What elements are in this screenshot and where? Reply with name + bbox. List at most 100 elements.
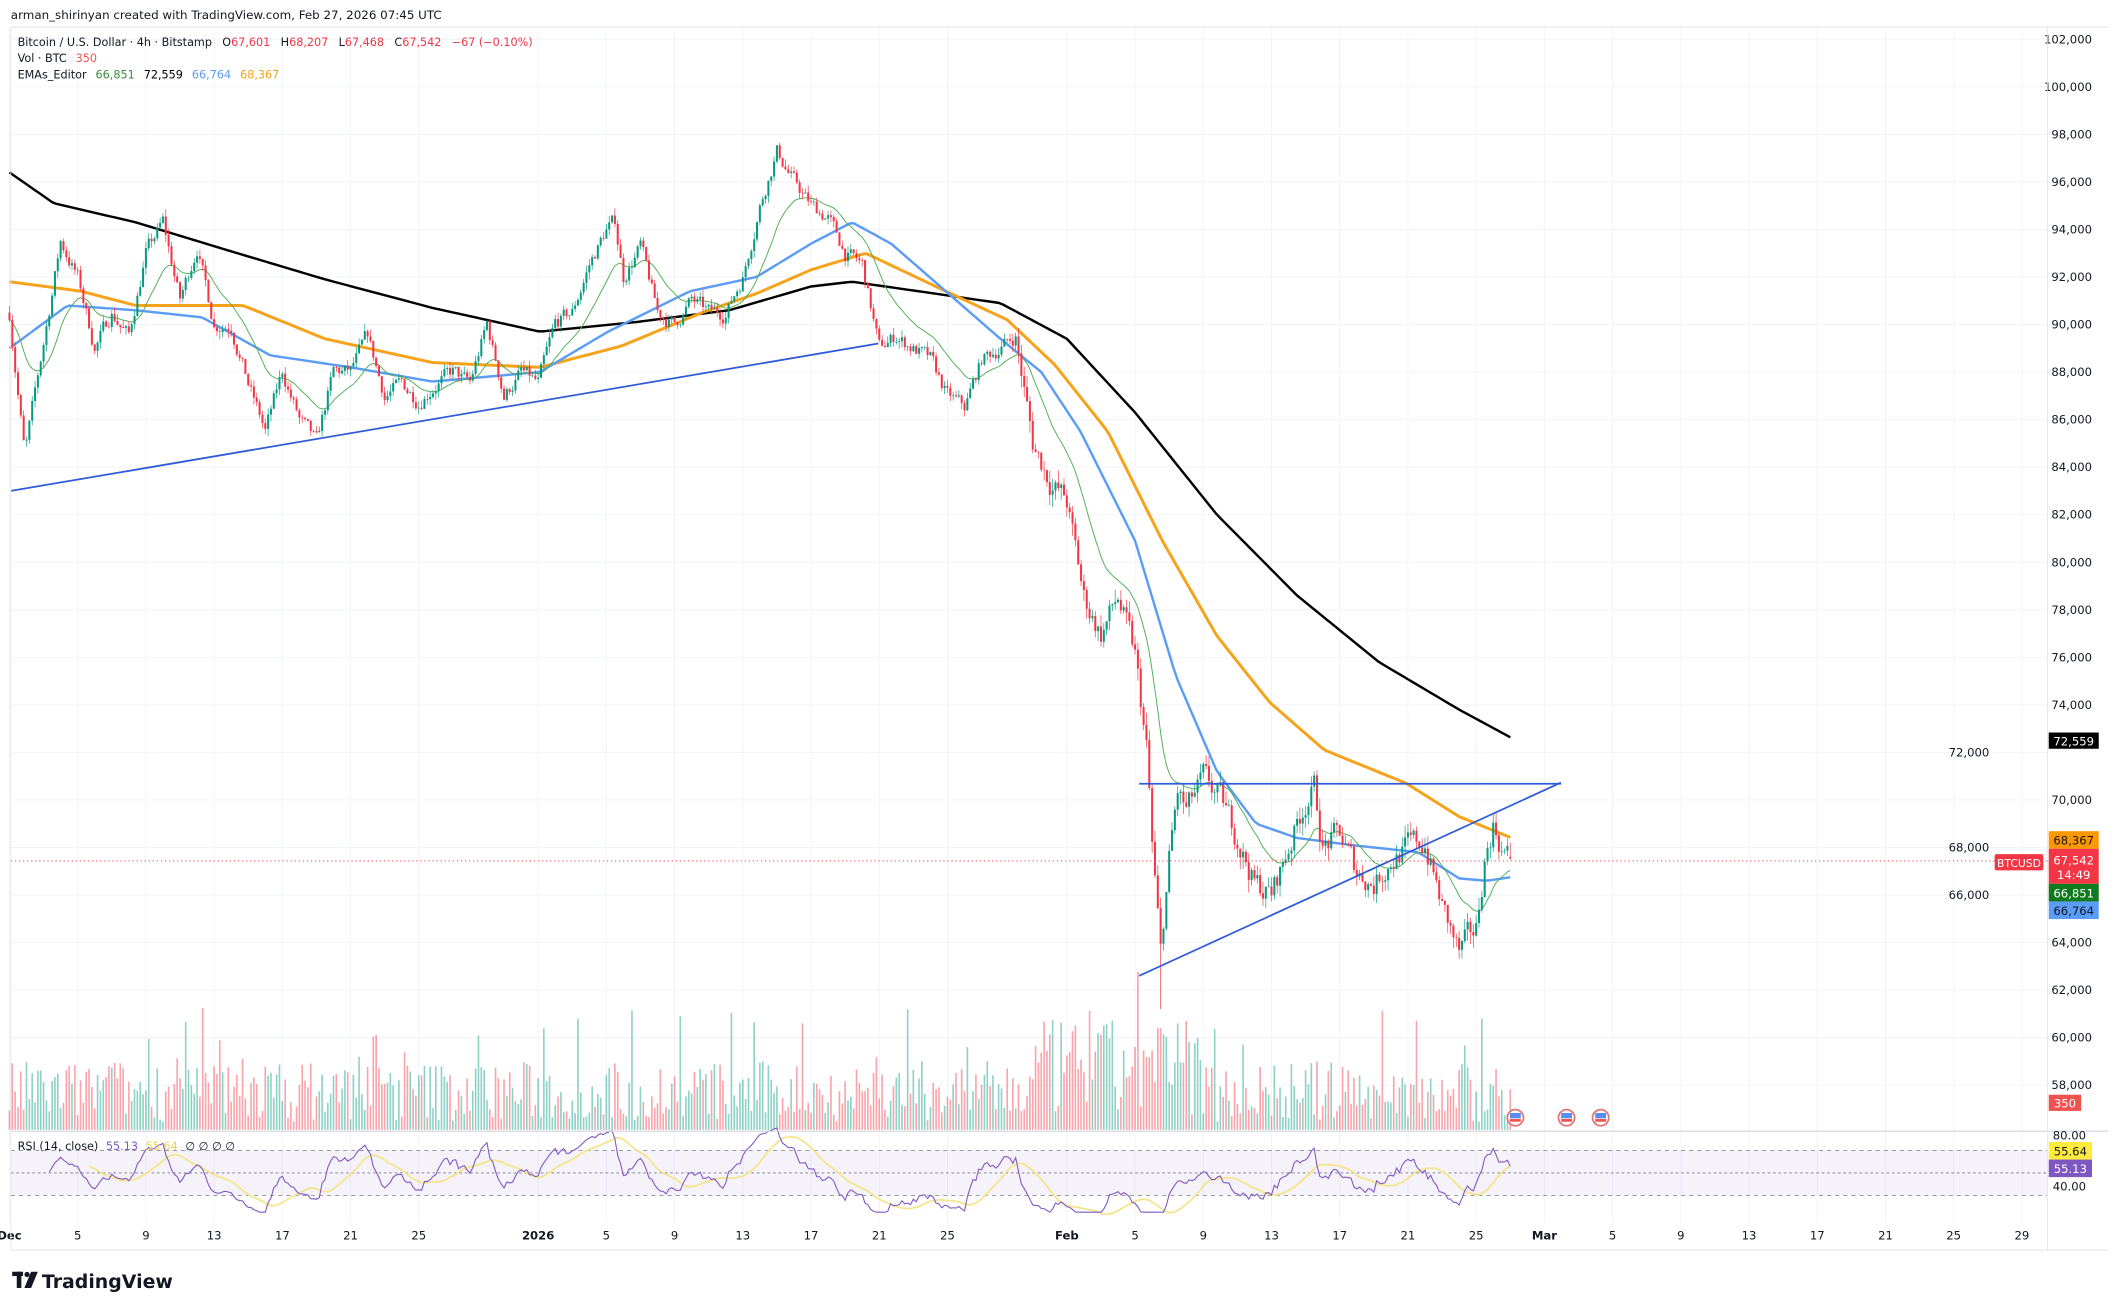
candle[interactable] [1051, 490, 1054, 495]
candle[interactable] [1279, 866, 1282, 886]
candle[interactable] [59, 241, 62, 259]
candle[interactable] [1185, 802, 1188, 807]
candle[interactable] [176, 276, 179, 283]
candle[interactable] [565, 309, 568, 317]
candle[interactable] [625, 280, 628, 283]
candle[interactable] [1117, 599, 1120, 603]
candle[interactable] [375, 357, 378, 367]
candle[interactable] [99, 330, 102, 343]
candle[interactable] [122, 327, 125, 328]
candle[interactable] [284, 373, 287, 387]
candle[interactable] [719, 312, 722, 320]
candle[interactable] [1503, 850, 1506, 852]
candle[interactable] [1020, 353, 1023, 376]
candle[interactable] [1460, 940, 1463, 950]
candle[interactable] [548, 337, 551, 347]
candle[interactable] [585, 272, 588, 283]
candle[interactable] [417, 407, 420, 409]
candle[interactable] [1165, 892, 1168, 929]
candle[interactable] [775, 145, 778, 162]
candle[interactable] [943, 385, 946, 389]
candle[interactable] [45, 326, 48, 346]
candle[interactable] [1088, 608, 1091, 619]
candle[interactable] [1335, 822, 1338, 825]
candle[interactable] [795, 172, 798, 183]
candle[interactable] [804, 192, 807, 194]
tradingview-logo[interactable]: TradingView [12, 1271, 173, 1293]
candle[interactable] [1344, 843, 1347, 845]
candle[interactable] [869, 288, 872, 309]
candle[interactable] [389, 391, 392, 396]
candle[interactable] [537, 377, 540, 379]
candle[interactable] [403, 379, 406, 390]
candle[interactable] [525, 366, 528, 371]
candle[interactable] [716, 307, 719, 313]
candle[interactable] [517, 370, 520, 380]
candle[interactable] [457, 366, 460, 377]
candle[interactable] [753, 239, 756, 252]
candle[interactable] [468, 376, 471, 381]
candle[interactable] [898, 341, 901, 342]
candle[interactable] [133, 316, 136, 325]
candle[interactable] [650, 279, 653, 284]
candle[interactable] [102, 321, 105, 331]
candle[interactable] [1250, 870, 1253, 881]
candle[interactable] [738, 291, 741, 293]
candle[interactable] [659, 310, 662, 318]
candle[interactable] [409, 392, 412, 394]
candle[interactable] [1455, 937, 1458, 938]
candle[interactable] [1105, 621, 1108, 630]
candle[interactable] [1486, 848, 1489, 862]
trendline[interactable] [1138, 781, 1562, 977]
candle[interactable] [1074, 523, 1077, 541]
candle[interactable] [36, 375, 39, 388]
candle[interactable] [727, 303, 730, 318]
candle[interactable] [1466, 921, 1469, 930]
candle[interactable] [68, 257, 71, 266]
candle[interactable] [96, 342, 99, 351]
candle[interactable] [656, 297, 659, 311]
candle[interactable] [747, 259, 750, 267]
candle[interactable] [1091, 616, 1094, 619]
candle[interactable] [986, 351, 989, 354]
candle[interactable] [829, 215, 832, 218]
candle[interactable] [1210, 780, 1213, 793]
candle[interactable] [14, 347, 17, 373]
candle[interactable] [451, 367, 454, 375]
candle[interactable] [304, 417, 307, 419]
candle[interactable] [1176, 793, 1179, 810]
candle[interactable] [252, 386, 255, 398]
candle[interactable] [1244, 851, 1247, 863]
candle[interactable] [318, 430, 321, 433]
candle[interactable] [1398, 854, 1401, 863]
candle[interactable] [198, 256, 201, 259]
candle[interactable] [713, 307, 716, 310]
candle[interactable] [1293, 825, 1296, 851]
candle[interactable] [1031, 421, 1034, 450]
candle[interactable] [790, 171, 793, 173]
candle[interactable] [485, 321, 489, 331]
candle[interactable] [1000, 346, 1003, 355]
candle[interactable] [1500, 851, 1503, 852]
candle[interactable] [1168, 850, 1171, 893]
candle[interactable] [972, 378, 975, 389]
candle[interactable] [113, 313, 116, 321]
candle[interactable] [241, 357, 244, 359]
trendline[interactable] [10, 342, 879, 492]
candle[interactable] [1392, 867, 1395, 870]
candle[interactable] [332, 366, 335, 378]
candle[interactable] [906, 346, 909, 348]
candle[interactable] [653, 283, 656, 298]
candle[interactable] [1276, 877, 1279, 886]
candle[interactable] [48, 315, 51, 327]
candle[interactable] [144, 248, 147, 268]
candle[interactable] [1304, 815, 1307, 818]
candle[interactable] [531, 375, 534, 377]
candle[interactable] [1404, 837, 1407, 847]
candle[interactable] [363, 331, 366, 340]
candle[interactable] [488, 321, 491, 341]
candle[interactable] [1267, 886, 1270, 888]
candle[interactable] [989, 351, 992, 357]
candle[interactable] [1142, 707, 1145, 725]
candle[interactable] [497, 360, 500, 378]
